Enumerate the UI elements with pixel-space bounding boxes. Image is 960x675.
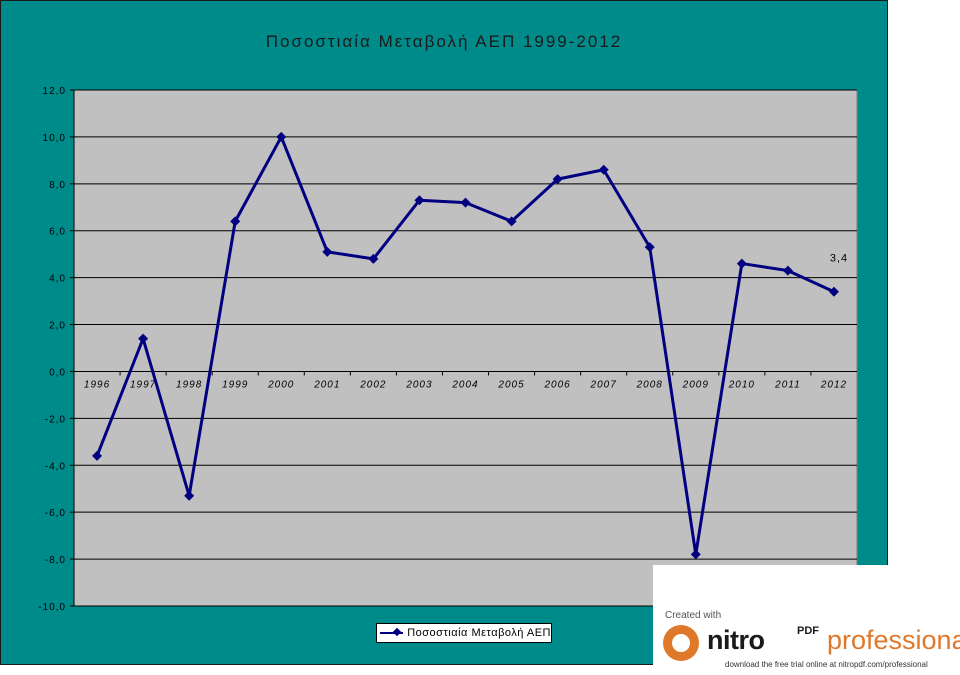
y-tick-label: 12,0 [43, 86, 66, 97]
legend: Ποσοστιαία Μεταβολή ΑΕΠ [376, 623, 552, 643]
nitro-logo-icon [663, 625, 699, 661]
data-point [276, 131, 287, 142]
watermark-product: professional [827, 625, 960, 655]
data-point [644, 242, 655, 253]
x-tick-label: 2005 [497, 379, 524, 390]
data-point [184, 490, 195, 501]
legend-label: Ποσοστιαία Μεταβολή ΑΕΠ [407, 627, 551, 639]
data-label: 3,4 [830, 253, 848, 265]
data-point [138, 333, 149, 344]
x-tick-label: 1997 [130, 379, 156, 390]
y-tick-label: 8,0 [49, 180, 66, 191]
x-tick-label: 1998 [176, 379, 202, 390]
data-point [92, 450, 103, 461]
x-tick-label: 2003 [405, 379, 432, 390]
x-tick-label: 2010 [728, 379, 755, 390]
y-tick-label: 6,0 [49, 227, 66, 238]
x-tick-label: 1996 [84, 379, 110, 390]
x-tick-label: 2012 [820, 379, 847, 390]
y-tick-label: 10,0 [43, 133, 66, 144]
nitro-watermark: Created with nitro PDF professional down… [653, 565, 960, 675]
watermark-brand: nitro [707, 625, 765, 655]
chart-title: Ποσοστιαία Μεταβολή ΑΕΠ 1999-2012 [265, 32, 623, 51]
data-point [552, 174, 563, 185]
plot-area [73, 89, 858, 607]
data-point [322, 246, 333, 257]
data-point [414, 195, 425, 206]
y-tick-label: -2,0 [45, 414, 66, 425]
y-tick-label: 2,0 [49, 321, 66, 332]
x-tick-label: 2001 [313, 379, 340, 390]
x-tick-label: 1999 [222, 379, 248, 390]
x-tick-label: 2009 [682, 379, 709, 390]
y-tick-label: 4,0 [49, 274, 66, 285]
x-tick-label: 2000 [267, 379, 294, 390]
data-point [598, 164, 609, 175]
watermark-pdf: PDF [797, 625, 819, 637]
y-tick-label: 0,0 [49, 367, 66, 378]
legend-line-marker-icon [380, 628, 404, 638]
x-tick-label: 2002 [359, 379, 386, 390]
data-point [690, 549, 701, 560]
x-tick-label: 2011 [774, 379, 801, 390]
x-tick-label: 2006 [543, 379, 570, 390]
x-tick-label: 2004 [451, 379, 478, 390]
data-point [368, 253, 379, 264]
watermark-footer: download the free trial online at nitrop… [725, 660, 928, 669]
y-tick-label: -10,0 [38, 602, 66, 613]
x-tick-label: 2008 [636, 379, 663, 390]
watermark-created-text: Created with [665, 610, 722, 621]
y-tick-label: -8,0 [45, 555, 66, 566]
data-point [736, 258, 747, 269]
data-point [782, 265, 793, 276]
y-tick-label: -6,0 [45, 508, 66, 519]
data-point [828, 286, 839, 297]
data-point [506, 216, 517, 227]
x-tick-label: 2007 [590, 379, 617, 390]
y-tick-label: -4,0 [45, 461, 66, 472]
data-point [460, 197, 471, 208]
data-point [230, 216, 241, 227]
